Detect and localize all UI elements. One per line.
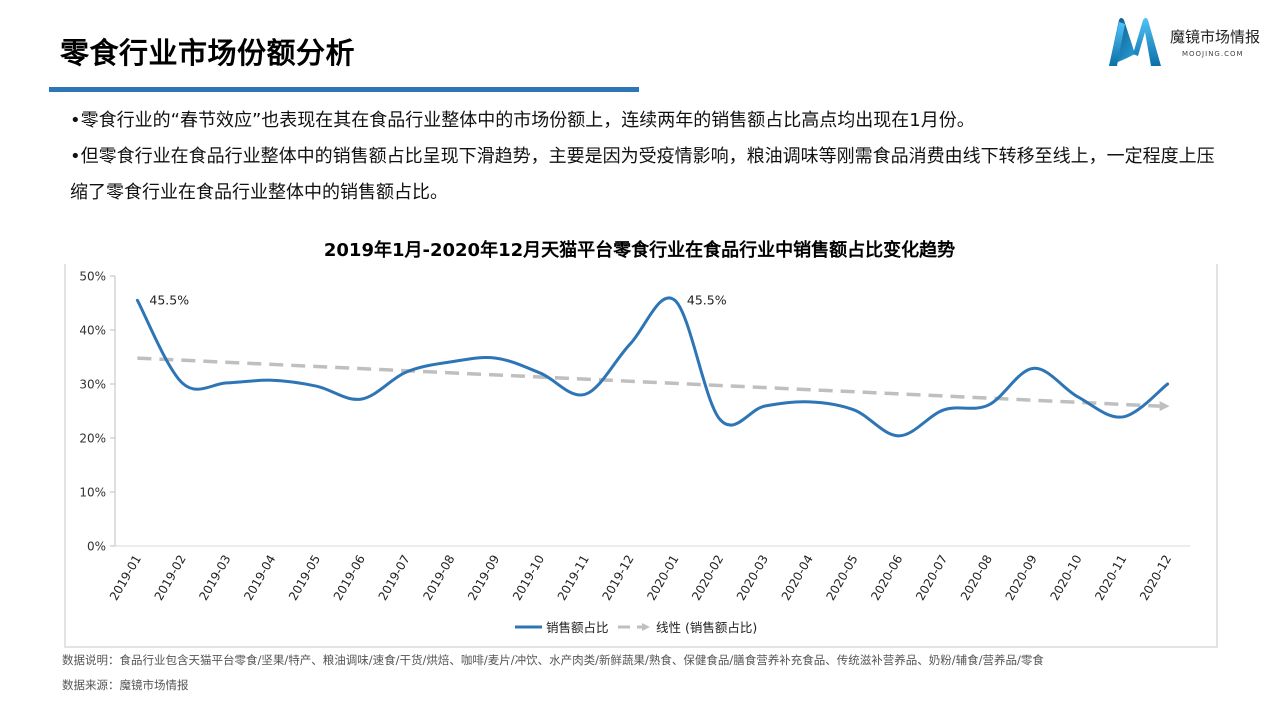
bullet-list: •零食行业的“春节效应”也表现在其在食品行业整体中的市场份额上，连续两年的销售额…: [70, 103, 1230, 211]
data-source: 数据来源：魔镜市场情报: [62, 678, 189, 692]
page-title: 零食行业市场份额分析: [60, 36, 356, 70]
logo-name: 魔镜市场情报: [1170, 28, 1261, 46]
chart-title: 2019年1月-2020年12月天猫平台零食行业在食品行业中销售额占比变化趋势: [323, 240, 956, 261]
bullet-item: •但零食行业在食品行业整体中的销售额占比呈现下滑趋势，主要是因为受疫情影响，粮油…: [70, 146, 1215, 203]
chart-frame: [64, 264, 1218, 648]
bullet-item: •零食行业的“春节效应”也表现在其在食品行业整体中的市场份额上，连续两年的销售额…: [70, 110, 975, 131]
data-note: 数据说明：食品行业包含天猫平台零食/坚果/特产、粮油调味/速食/干货/烘焙、咖啡…: [62, 653, 1044, 667]
brand-logo: 魔镜市场情报 MOOJING.COM: [1105, 14, 1260, 70]
title-underline: [49, 87, 639, 92]
m-logo-icon: [1109, 18, 1161, 66]
logo-subtitle: MOOJING.COM: [1182, 50, 1244, 58]
